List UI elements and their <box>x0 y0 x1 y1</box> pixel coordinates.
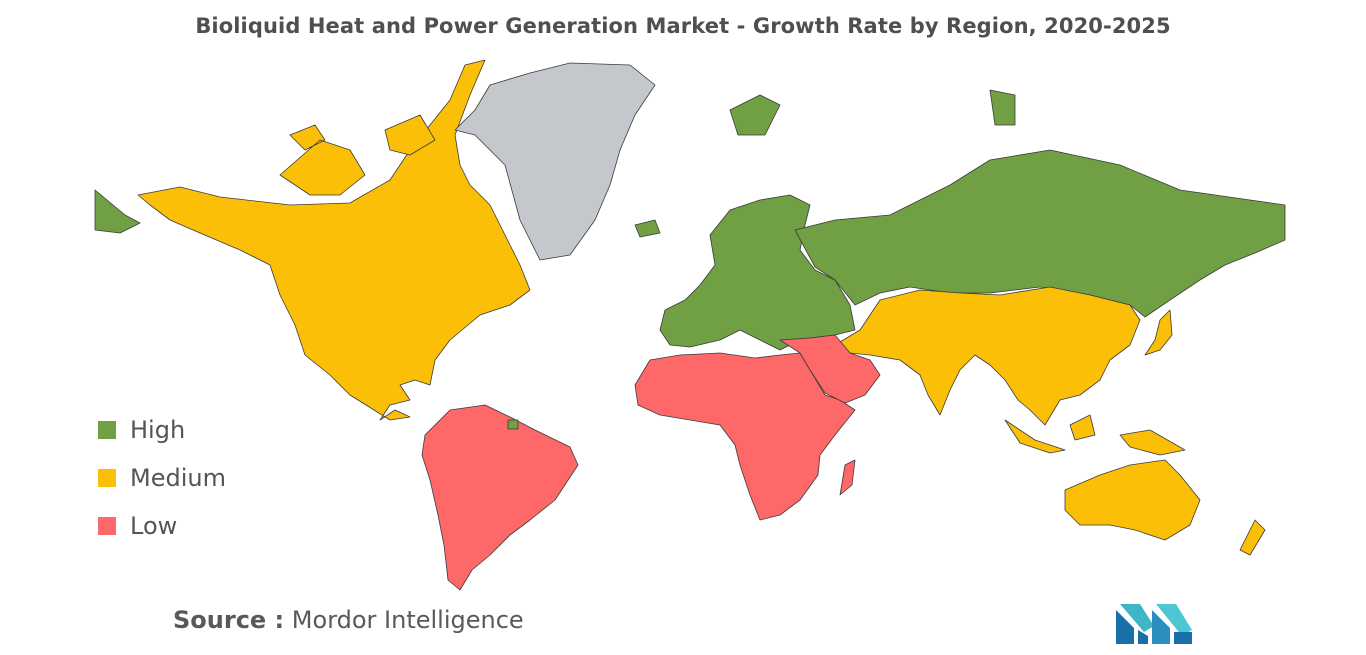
region-middle-east <box>779 334 881 404</box>
region-greenland <box>454 62 656 261</box>
chart-title: Bioliquid Heat and Power Generation Mark… <box>195 14 1171 38</box>
source-label: Source : <box>173 606 285 634</box>
legend-label-low: Low <box>130 512 178 540</box>
region-asia-pacific <box>834 286 1141 426</box>
region-japan <box>1144 309 1173 356</box>
world-map <box>94 59 1286 591</box>
region-new-zealand <box>1239 519 1266 556</box>
legend-swatch-medium <box>98 469 116 487</box>
region-scandinavia-islands <box>634 89 1016 238</box>
source-note: Source : Mordor Intelligence <box>173 606 524 634</box>
legend-item-low: Low <box>98 502 226 550</box>
legend-swatch-high <box>98 421 116 439</box>
legend-item-medium: Medium <box>98 454 226 502</box>
legend-label-high: High <box>130 416 186 444</box>
region-canadian-arctic <box>279 114 436 196</box>
region-south-america <box>421 404 579 591</box>
region-africa <box>634 352 856 521</box>
region-russia <box>794 149 1286 318</box>
region-madagascar <box>839 459 856 496</box>
legend-item-high: High <box>98 406 226 454</box>
legend-swatch-low <box>98 517 116 535</box>
legend-label-medium: Medium <box>130 464 226 492</box>
source-text: Mordor Intelligence <box>291 606 524 634</box>
region-alaska-west <box>94 189 141 234</box>
region-indonesia <box>1004 414 1186 456</box>
region-french-guiana <box>507 419 519 430</box>
mordor-intelligence-logo-icon <box>1116 604 1192 644</box>
map-legend: High Medium Low <box>98 406 226 550</box>
region-north-america <box>137 59 531 421</box>
region-australia <box>1064 459 1201 541</box>
region-europe <box>659 194 856 351</box>
